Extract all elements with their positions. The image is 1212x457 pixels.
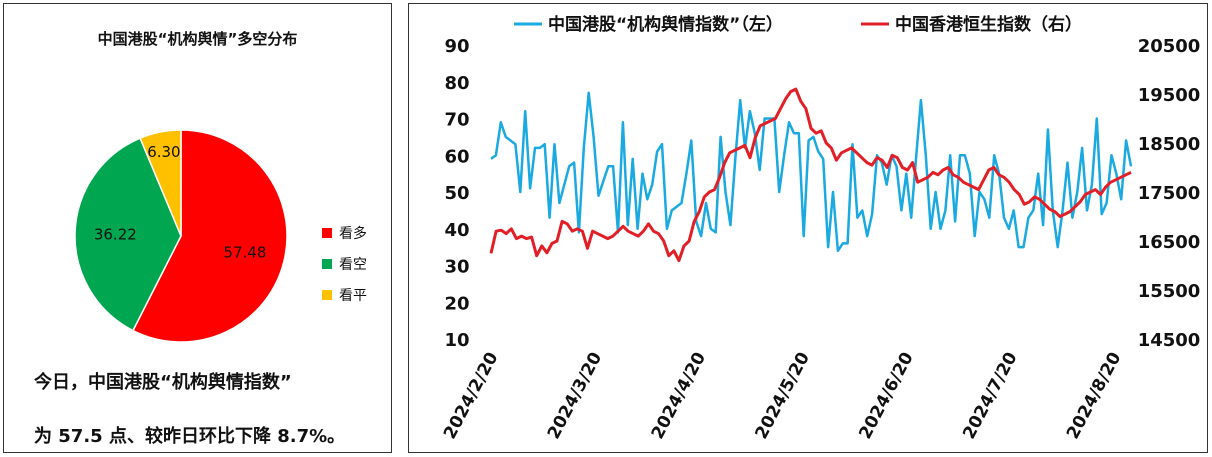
- left-tick-label: 10: [444, 330, 469, 351]
- right-panel: 中国港股“机构舆情指数”（左） 中国香港恒生指数（右） 10 20 30 40 50 60 70…: [408, 3, 1208, 453]
- pie-value-label: 57.48: [223, 243, 266, 261]
- legend-label: 看平: [339, 288, 367, 304]
- line-chart: 中国港股“机构舆情指数”（左） 中国香港恒生指数（右） 10 20 30 40 50 60 70…: [440, 14, 1201, 443]
- series-line: [489, 87, 1132, 263]
- legend-label: 看空: [339, 257, 367, 273]
- left-tick-label: 50: [444, 183, 469, 204]
- x-tick-label: 2024/3/20: [544, 349, 606, 443]
- right-tick-label: 15500: [1138, 281, 1201, 302]
- legend-label: 看多: [339, 225, 367, 242]
- series-line: [490, 91, 1133, 253]
- pie-value-label: 6.30: [147, 143, 180, 161]
- x-tick-label: 2024/5/20: [752, 349, 814, 443]
- pie-slice: [74, 137, 182, 332]
- left-panel: 中国港股“机构舆情”多空分布 57.48 36.22 6.30 看多看空看平 今日，中…: [3, 3, 392, 453]
- pie-value-label: 36.22: [94, 226, 137, 244]
- x-tick-label: 2024/4/20: [648, 349, 710, 443]
- left-tick-label: 60: [444, 146, 469, 167]
- legend-label: 中国香港恒生指数（右）: [895, 14, 1082, 35]
- left-tick-label: 30: [444, 257, 469, 278]
- legend-swatch: [322, 259, 332, 269]
- legend-swatch: [322, 290, 332, 300]
- right-tick-label: 20500: [1138, 36, 1201, 57]
- summary-line-2: 为 57.5 点、较昨日环比下降 8.7%。: [34, 426, 346, 447]
- left-tick-label: 20: [444, 293, 469, 314]
- left-tick-label: 80: [444, 73, 469, 94]
- right-tick-label: 16500: [1138, 232, 1201, 253]
- pie-slice: [131, 129, 288, 343]
- right-tick-label: 14500: [1138, 330, 1201, 351]
- x-tick-label: 2024/2/20: [440, 349, 502, 443]
- summary-line-1: 今日，中国港股“机构舆情指数”: [34, 372, 292, 393]
- x-tick-label: 2024/6/20: [855, 349, 917, 443]
- legend-label: 中国港股“机构舆情指数”（左）: [548, 14, 783, 35]
- right-tick-label: 19500: [1138, 85, 1201, 106]
- left-tick-label: 90: [444, 36, 469, 57]
- x-tick-label: 2024/8/20: [1063, 349, 1125, 443]
- right-tick-label: 18500: [1138, 134, 1201, 155]
- right-tick-label: 17500: [1138, 183, 1201, 204]
- pie-slice: [139, 129, 182, 237]
- x-tick-label: 2024/7/20: [959, 349, 1021, 443]
- left-tick-label: 40: [444, 220, 469, 241]
- left-tick-label: 70: [444, 110, 469, 131]
- pie-title: 中国港股“机构舆情”多空分布: [97, 30, 298, 48]
- legend-swatch: [322, 228, 332, 238]
